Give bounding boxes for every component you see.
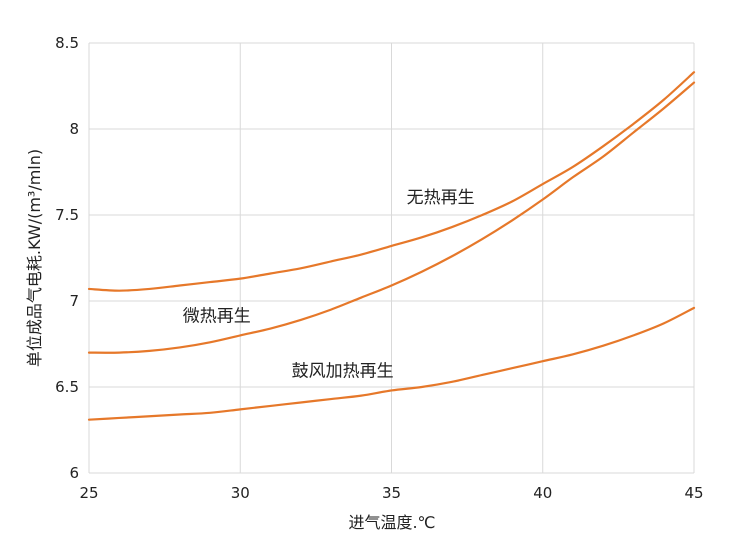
series-line-blower-heat: [87, 306, 696, 421]
y-tick-label: 8.5: [55, 34, 79, 52]
x-axis-title: 进气温度.℃: [348, 513, 435, 532]
x-tick-label: 35: [382, 484, 401, 502]
x-tick-label: 25: [79, 484, 98, 502]
series-label-no-heat: 无热再生: [407, 188, 475, 208]
series-lines: [87, 71, 696, 421]
series-line-no-heat: [87, 71, 696, 292]
y-tick-label: 8: [69, 120, 79, 138]
y-tick-label: 6.5: [55, 378, 79, 396]
series-label-blower-heat: 鼓风加热再生: [292, 362, 394, 382]
series-label-micro-heat: 微热再生: [183, 307, 251, 327]
x-tick-label: 40: [533, 484, 552, 502]
tick-labels: 6 6.5 7 7.5 8 8.5 25 30 35 40 45: [55, 34, 703, 502]
x-tick-label: 30: [231, 484, 250, 502]
y-tick-label: 7: [69, 292, 79, 310]
x-tick-label: 45: [684, 484, 703, 502]
series-line-micro-heat: [87, 81, 696, 354]
y-tick-label: 7.5: [55, 206, 79, 224]
grid: [88, 42, 695, 474]
y-axis-title: 单位成品气电耗.KW/(m³/mln): [25, 149, 44, 367]
y-tick-label: 6: [69, 464, 79, 482]
